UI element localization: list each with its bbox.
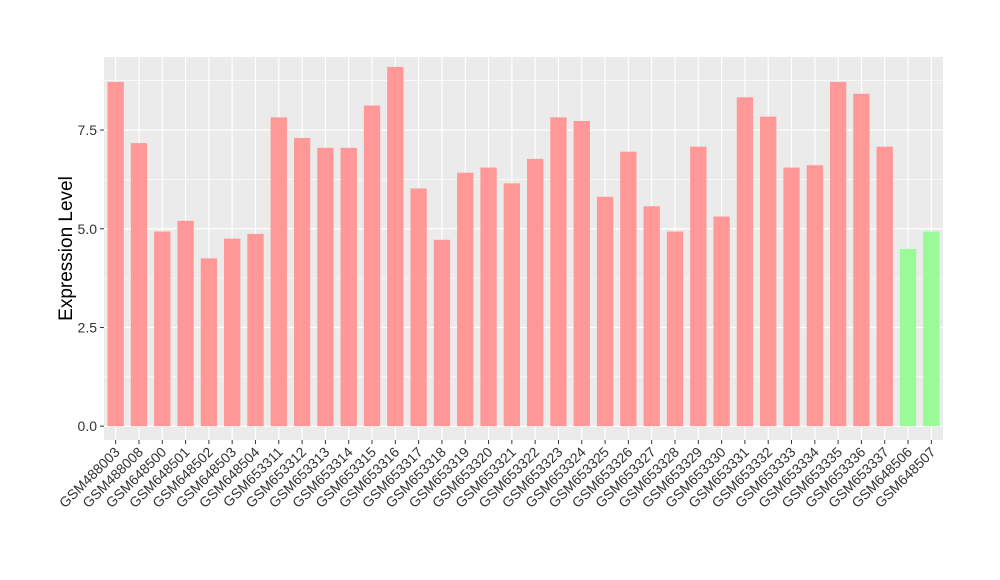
bar-GSM653334	[806, 165, 823, 427]
y-tick-label: 5.0	[78, 221, 98, 237]
bar-GSM488008	[130, 143, 148, 427]
bar-GSM648500	[154, 231, 171, 427]
bar-GSM653316	[387, 66, 404, 427]
bar-GSM653322	[526, 158, 544, 427]
bar-GSM648503	[224, 238, 241, 427]
plot-panel	[104, 57, 943, 440]
bar-GSM653329	[690, 146, 707, 427]
bar-GSM648507	[923, 231, 940, 427]
bar-GSM653335	[829, 81, 847, 427]
bar-GSM653337	[876, 146, 893, 427]
bar-GSM653328	[666, 231, 684, 427]
bar-GSM653326	[620, 151, 637, 427]
bar-GSM653318	[433, 239, 451, 427]
y-tick-label: 2.5	[78, 319, 98, 335]
y-axis: 0.0 2.5 5.0 7.5	[78, 122, 104, 434]
y-tick-label: 0.0	[78, 418, 98, 434]
bar-GSM653319	[457, 172, 474, 427]
bar-GSM653311	[270, 117, 287, 427]
bar-GSM653317	[410, 188, 427, 427]
y-tick-label: 7.5	[78, 122, 98, 138]
bar-GSM653314	[340, 147, 357, 427]
bar-GSM648501	[177, 220, 194, 427]
bar-GSM648504	[247, 233, 264, 427]
y-axis-title: Expression Level	[56, 176, 77, 321]
bar-GSM653320	[480, 167, 497, 427]
bar-GSM653327	[643, 206, 660, 427]
x-axis: GSM488003GSM488008GSM648500GSM648501GSM6…	[56, 440, 939, 511]
bar-GSM653323	[550, 117, 567, 427]
bar-GSM653332	[760, 116, 777, 427]
bar-GSM648506	[899, 248, 917, 427]
bar-GSM648502	[200, 258, 218, 427]
bar-GSM653324	[573, 120, 590, 427]
bar-GSM653321	[503, 183, 521, 427]
bar-GSM488003	[107, 81, 124, 427]
bar-GSM653313	[317, 147, 334, 427]
bar-GSM653331	[736, 97, 754, 427]
bar-GSM653315	[363, 105, 381, 427]
bar-GSM653336	[853, 93, 870, 427]
bar-GSM653312	[293, 137, 311, 427]
bars	[107, 66, 940, 427]
bar-GSM653325	[596, 196, 614, 427]
bar-GSM653330	[713, 216, 730, 427]
bar-GSM653333	[783, 167, 800, 427]
